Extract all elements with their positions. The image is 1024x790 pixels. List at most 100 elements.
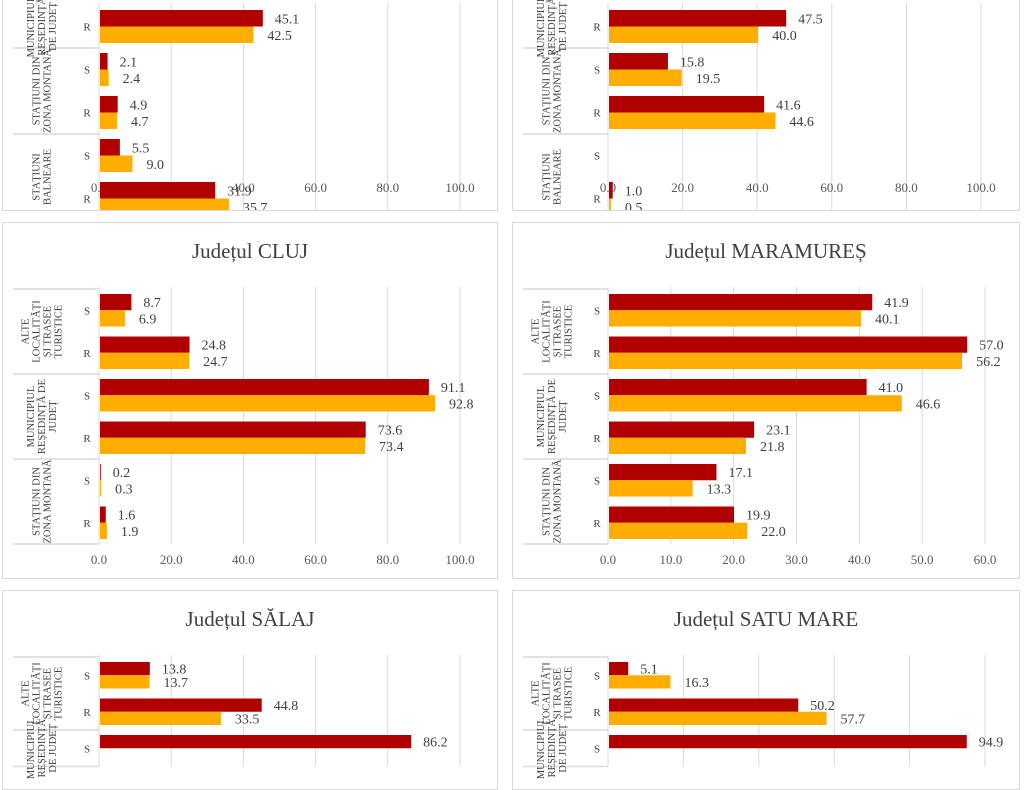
data-label: 5.1 [640, 663, 658, 678]
data-label: 44.8 [274, 699, 299, 714]
bar-series-1 [609, 379, 867, 396]
tick-label: 60.0 [820, 180, 843, 195]
sub-label: S [594, 305, 600, 317]
data-label: 41.0 [879, 381, 904, 396]
group-label-line: LOCALITĂȚI [541, 662, 553, 725]
bar-series-2 [100, 395, 436, 412]
sub-label: S [84, 305, 90, 317]
chart-panel-top-right: 0.0 20.0 40.0 60.0 80.0 100.0 MUNICIPIUL REȘEDI… [512, 0, 1020, 211]
group-label-line: TURISTICE [564, 667, 575, 721]
bar-series-1 [609, 182, 613, 199]
group-label: ALTE LOCALITĂȚI ȘI TRASEE TURISTICE [21, 662, 65, 725]
group-label-line: JUDEȚ [558, 400, 569, 433]
bar-series-2 [609, 522, 748, 539]
group-label-line: ZONA MONTANĂ [42, 459, 54, 543]
chart-panel-maramures: Județul MARAMUREȘ 0.0 10.0 20.0 30.0 40.0 50.… [512, 222, 1020, 579]
data-label: 13.3 [707, 482, 732, 497]
group-label-line: STAȚIUNI [32, 153, 43, 201]
bar-series-2 [100, 155, 133, 172]
group-label-line: DE JUDEȚ [558, 2, 569, 51]
bar-series-1 [100, 662, 150, 676]
group-label: MUNICIPIUL REȘEDINȚĂ DE JUDEȚ [536, 717, 569, 779]
data-label: 46.6 [916, 397, 941, 412]
group-label-line: STAȚIUNI DIN [32, 56, 43, 125]
group-label-line: DE JUDEȚ [48, 2, 59, 51]
group-label: ALTE LOCALITĂȚI ȘI TRASEE TURISTICE [21, 300, 65, 363]
tick-label: 100.0 [966, 180, 995, 195]
bar-series-1 [609, 662, 629, 676]
bar-series-1 [609, 464, 717, 481]
tick-label: 80.0 [376, 552, 399, 567]
data-label: 4.7 [131, 115, 149, 130]
sub-label: R [593, 194, 601, 206]
tick-label: 20.0 [722, 552, 745, 567]
bar-series-2 [609, 437, 746, 454]
group-label: STAȚIUNI DIN ZONA MONTANĂ [32, 49, 54, 133]
group-label: STAȚIUNI DIN ZONA MONTANĂ [542, 459, 564, 543]
sub-label: S [594, 151, 600, 163]
bar-series-2 [609, 198, 611, 210]
sub-label: S [594, 65, 600, 77]
sub-label: S [594, 390, 600, 402]
bar-series-1 [100, 379, 429, 396]
chart-title: Județul SATU MARE [673, 607, 859, 631]
sub-label: R [83, 518, 91, 530]
group-label-line: MUNICIPIUL [26, 717, 37, 779]
group-label-line: ȘI TRASEE [43, 668, 54, 719]
group-label-line: MUNICIPIUL [26, 386, 37, 448]
bar-series-1 [609, 294, 873, 311]
data-label: 44.6 [789, 115, 814, 130]
bar-series-2 [100, 480, 102, 497]
sub-label: R [83, 433, 91, 445]
group-label-line: BALNEARE [43, 149, 54, 205]
data-label: 13.7 [163, 676, 188, 691]
data-label: 21.8 [760, 440, 785, 455]
tick-label: 20.0 [671, 180, 694, 195]
data-label: 1.6 [118, 509, 136, 524]
data-label: 24.7 [203, 355, 228, 370]
data-label: 17.1 [728, 466, 753, 481]
group-label: ALTE LOCALITĂȚI ȘI TRASEE TURISTICE [531, 300, 575, 363]
tick-label: 0.0 [600, 552, 616, 567]
sub-label: S [594, 743, 600, 755]
bar-series-1 [609, 336, 968, 353]
sub-label: R [83, 707, 91, 719]
group-label: MUNICIPIUL REȘEDINȚĂ DE JUDEȚ [26, 379, 59, 454]
group-label-line: ALTE [531, 681, 542, 707]
tick-label: 30.0 [785, 552, 808, 567]
data-label: 0.2 [113, 466, 131, 481]
group-label-line: STAȚIUNI DIN [32, 467, 43, 536]
bar-series-1 [609, 96, 765, 113]
bar-series-1 [100, 96, 118, 113]
sub-label: R [83, 194, 91, 206]
group-label-line: LOCALITĂȚI [31, 662, 43, 725]
bar-series-1 [100, 464, 101, 481]
sub-label: R [83, 108, 91, 120]
group-label-line: ALTE [531, 319, 542, 345]
group-label: STAȚIUNI BALNEARE [32, 149, 54, 205]
data-label: 57.0 [979, 339, 1004, 354]
data-label: 0.5 [625, 201, 643, 211]
group-label-line: TURISTICE [54, 667, 65, 721]
bar-series-1 [100, 336, 190, 353]
data-label: 6.9 [139, 312, 157, 327]
data-label: 73.6 [378, 424, 403, 439]
bar-series-2 [100, 437, 365, 454]
group-label-line: TURISTICE [54, 305, 65, 359]
group-label-line: ȘI TRASEE [43, 306, 54, 357]
data-label: 24.8 [202, 339, 227, 354]
sub-label: S [84, 743, 90, 755]
bar-series-2 [100, 352, 190, 369]
group-label-line: STAȚIUNI [542, 153, 553, 201]
bar-series-1 [609, 506, 735, 523]
data-label: 16.3 [684, 676, 709, 691]
bar-series-1 [100, 506, 106, 523]
tick-label: 100.0 [445, 180, 474, 195]
data-label: 41.6 [776, 98, 801, 113]
data-label: 19.9 [746, 509, 771, 524]
sub-label: R [593, 518, 601, 530]
data-label: 13.8 [162, 663, 187, 678]
group-label-line: MUNICIPIUL [536, 386, 547, 448]
chart-svg-satu-mare: ALTE LOCALITĂȚI ȘI TRASEE TURISTICE S 5.1 16.3… [523, 655, 1003, 779]
bar-series-2 [100, 522, 107, 539]
